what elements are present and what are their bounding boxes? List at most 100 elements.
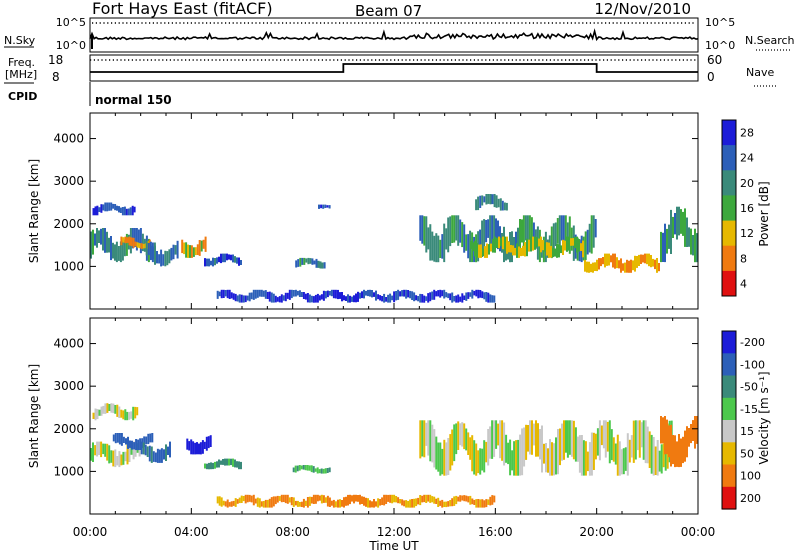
echo-cell xyxy=(547,448,549,473)
velocity-panel-frame xyxy=(89,317,699,515)
echo-cell xyxy=(106,443,109,461)
echo-cell xyxy=(487,219,490,238)
echo-cell xyxy=(198,240,201,256)
echo-cell xyxy=(479,195,482,208)
colorbar-swatch xyxy=(722,420,736,443)
echo-cell xyxy=(433,496,436,504)
echo-cell xyxy=(314,294,317,303)
echo-cell xyxy=(469,292,472,297)
colorbar-swatch xyxy=(722,397,736,421)
echo-cell xyxy=(498,236,500,249)
echo-cell xyxy=(133,206,136,213)
echo-cell xyxy=(457,294,460,303)
echo-cell xyxy=(218,256,220,263)
echo-cell xyxy=(246,295,249,301)
echo-cell xyxy=(238,294,241,303)
echo-cell xyxy=(123,206,126,216)
echo-cell xyxy=(244,295,247,303)
echo-cell xyxy=(616,257,618,269)
echo-cell xyxy=(457,421,460,450)
echo-cell xyxy=(610,255,612,263)
colorbar-tick-label: 8 xyxy=(740,252,747,265)
echo-cell xyxy=(644,253,646,264)
echo-cell xyxy=(564,215,567,248)
echo-cell xyxy=(592,432,595,470)
echo-cell xyxy=(326,290,329,298)
echo-cell xyxy=(588,442,591,476)
echo-cell xyxy=(485,292,488,302)
echo-cell xyxy=(104,228,106,253)
echo-cell xyxy=(493,420,496,457)
echo-cell xyxy=(516,243,518,258)
station-title: Fort Hays East (fitACF) xyxy=(92,0,273,18)
echo-cell xyxy=(489,294,492,303)
echo-cell xyxy=(192,441,195,455)
echo-cell xyxy=(530,217,533,246)
echo-cell xyxy=(216,257,218,264)
freq-tick-low: 8 xyxy=(52,70,60,84)
echo-cell xyxy=(280,494,283,503)
echo-cell xyxy=(449,293,452,301)
echo-cell xyxy=(628,260,630,273)
echo-cell xyxy=(553,443,555,476)
echo-cell xyxy=(183,242,186,255)
echo-cell xyxy=(484,246,486,258)
echo-cell xyxy=(608,253,610,266)
date-title: 12/Nov/2010 xyxy=(594,0,691,18)
echo-cell xyxy=(421,420,424,457)
echo-cell xyxy=(115,241,118,263)
echo-cell xyxy=(108,404,111,411)
echo-cell xyxy=(487,194,490,204)
echo-cell xyxy=(96,409,99,420)
echo-cell xyxy=(169,441,171,458)
colorbar-tick-label: -15 xyxy=(740,403,758,416)
echo-cell xyxy=(479,448,482,475)
echo-cell xyxy=(552,223,555,254)
echo-cell xyxy=(487,292,490,303)
echo-cell xyxy=(566,222,569,241)
echo-cell xyxy=(539,429,541,460)
colorbar-swatch xyxy=(722,486,736,510)
echo-cell xyxy=(290,289,293,299)
echo-cell xyxy=(463,295,466,300)
velocity-panel: 1000 2000 3000 4000 Slant Range [km] xyxy=(27,317,699,515)
echo-cell xyxy=(439,289,442,298)
velocity-y-axis: 1000 2000 3000 4000 xyxy=(53,337,698,478)
echo-cell xyxy=(90,448,92,461)
echo-cell xyxy=(238,461,240,470)
echo-cell xyxy=(425,216,428,253)
echo-cell xyxy=(330,289,333,297)
echo-cell xyxy=(564,240,566,251)
echo-cell xyxy=(521,219,523,243)
echo-cell xyxy=(130,237,133,247)
echo-cell xyxy=(495,195,498,208)
echo-cell xyxy=(451,292,454,303)
echo-cell xyxy=(122,237,125,243)
echo-cell xyxy=(187,244,189,258)
echo-cell xyxy=(419,293,422,303)
echo-cell xyxy=(500,237,502,247)
echo-cell xyxy=(658,450,661,472)
echo-cell xyxy=(334,501,337,508)
echo-cell xyxy=(570,238,572,246)
echo-cell xyxy=(467,432,470,455)
echo-cell xyxy=(477,289,480,299)
echo-cell xyxy=(230,458,232,466)
frequency-panel-frame xyxy=(89,54,699,82)
echo-cell xyxy=(566,236,568,252)
echo-cell xyxy=(459,495,462,502)
echo-cell xyxy=(559,428,561,466)
echo-cell xyxy=(425,296,428,301)
echo-cell xyxy=(682,436,684,464)
echo-cell xyxy=(672,216,674,238)
echo-cell xyxy=(648,253,650,267)
colorbar-swatch xyxy=(722,353,736,377)
echo-cell xyxy=(238,257,240,266)
echo-cell xyxy=(324,468,327,474)
echo-cell xyxy=(318,469,321,474)
echo-cell xyxy=(94,233,96,246)
echo-cell xyxy=(286,292,289,299)
power-panel: 1000 2000 3000 4000 Slant Range [km] xyxy=(27,112,699,310)
echo-cell xyxy=(696,416,698,444)
echo-cell xyxy=(134,406,137,419)
